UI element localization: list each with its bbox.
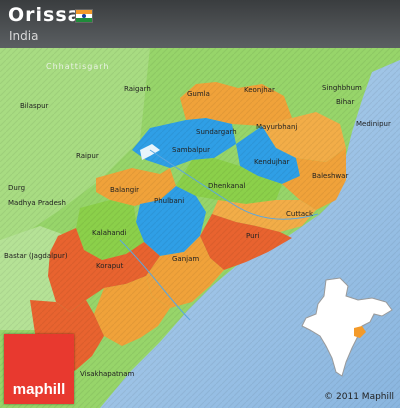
city-label: Raigarh: [124, 85, 151, 93]
copyright-text: © 2011 Maphill: [324, 392, 394, 402]
city-label: Mayurbhanj: [256, 123, 298, 131]
river: [149, 149, 319, 220]
maphill-logo: maphill: [4, 334, 74, 404]
city-label: Sundargarh: [196, 128, 237, 136]
city-label: Madhya Pradesh: [8, 199, 66, 207]
city-label: Ganjam: [172, 255, 200, 263]
city-label: Cuttack: [286, 210, 314, 218]
city-label: Baleshwar: [312, 172, 349, 180]
india-outline: [301, 277, 393, 377]
city-label: Bastar (Jagdalpur): [4, 252, 68, 260]
city-label: Kendujhar: [254, 158, 290, 166]
country-subtitle: India: [9, 29, 39, 43]
river: [119, 239, 191, 321]
orissa-highlight: [354, 326, 366, 338]
faint-state-label: Chhattisgarh: [46, 62, 110, 71]
city-label: Durg: [8, 184, 26, 192]
city-label: Keonjhar: [244, 86, 275, 94]
logo-text: maphill: [12, 381, 66, 398]
city-label: Phulbani: [154, 197, 185, 205]
city-label: Balangir: [110, 186, 140, 194]
city-label: Visakhapatnam: [80, 370, 135, 378]
india-flag-icon: [75, 9, 93, 23]
city-label: Sambalpur: [172, 146, 210, 154]
city-label: Puri: [246, 232, 260, 240]
hirakud-reservoir: [140, 144, 160, 160]
page-title: Orissa: [8, 4, 82, 26]
city-label: Dhenkanal: [208, 182, 246, 190]
city-label: Singhbhum: [322, 84, 362, 92]
city-label: Koraput: [96, 262, 124, 270]
map-header: Orissa India: [0, 0, 400, 48]
city-label: Bilaspur: [20, 102, 49, 110]
city-label: Gumla: [187, 90, 210, 98]
city-label: Raipur: [76, 152, 99, 160]
city-label: Bihar: [336, 98, 355, 106]
city-label: Medinipur: [356, 120, 391, 128]
city-label: Kalahandi: [92, 229, 127, 237]
india-inset-map: [301, 277, 393, 377]
